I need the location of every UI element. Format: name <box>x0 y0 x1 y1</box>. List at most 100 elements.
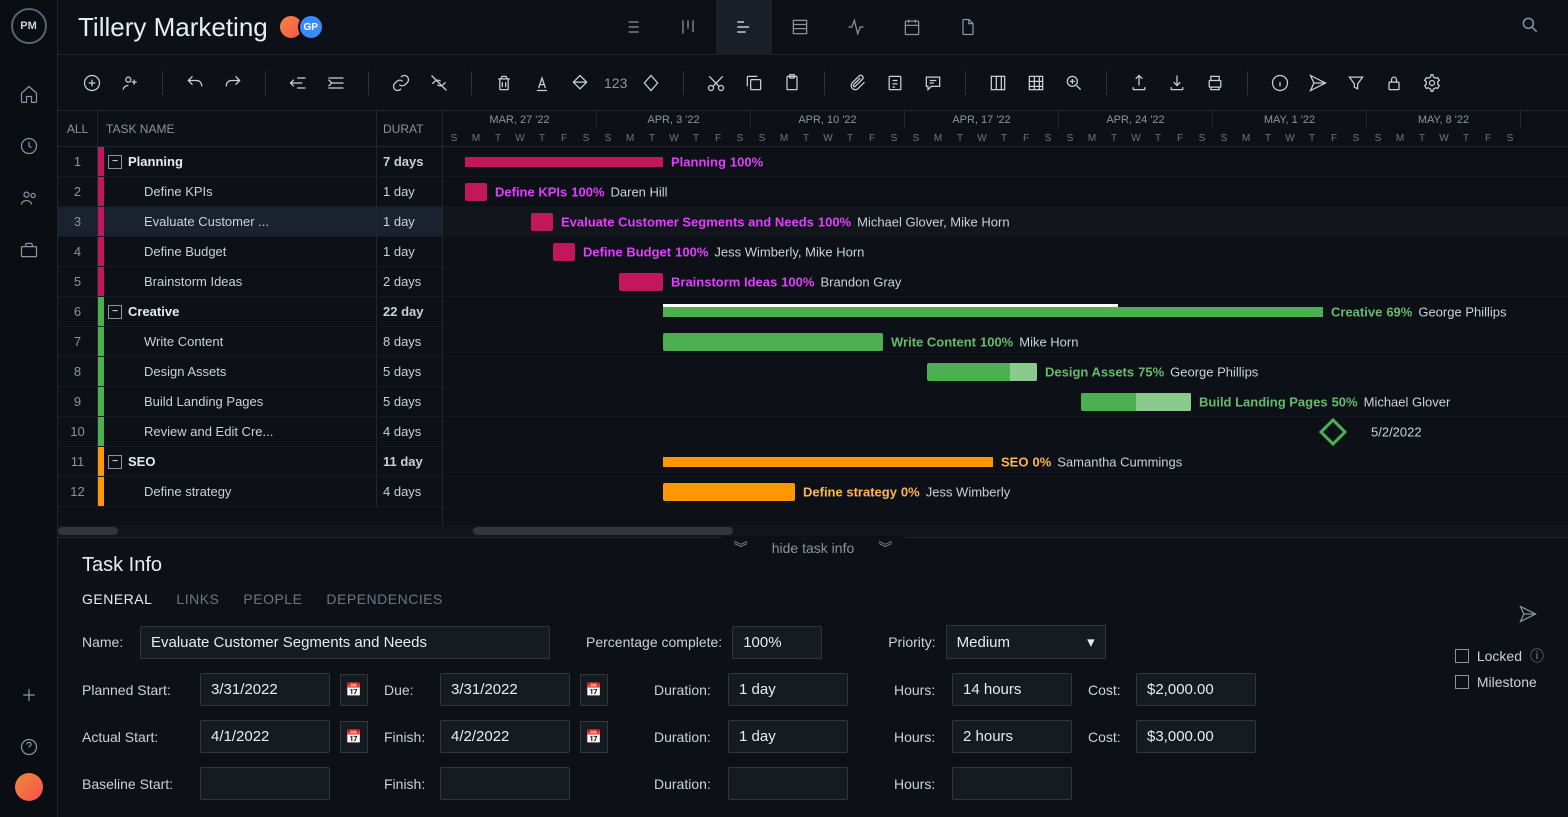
task-row[interactable]: 4Define Budget1 day <box>58 237 442 267</box>
redo-icon[interactable] <box>219 69 247 97</box>
chart-row[interactable]: 5/2/2022 <box>443 417 1568 447</box>
note-icon[interactable] <box>881 69 909 97</box>
zoom-icon[interactable] <box>1060 69 1088 97</box>
checkbox-icon[interactable] <box>1455 649 1469 663</box>
gantt-bar[interactable]: Design Assets75%George Phillips <box>927 363 1037 381</box>
task-row[interactable]: 6−Creative22 day <box>58 297 442 327</box>
text-color-icon[interactable] <box>528 69 556 97</box>
collapse-icon[interactable]: − <box>108 155 122 169</box>
tab-people[interactable]: PEOPLE <box>243 591 302 607</box>
view-tab-calendar[interactable] <box>884 0 940 55</box>
columns-icon[interactable] <box>984 69 1012 97</box>
help-icon[interactable] <box>9 727 49 767</box>
cut-icon[interactable] <box>702 69 730 97</box>
send-icon[interactable] <box>1304 69 1332 97</box>
view-tab-sheet[interactable] <box>772 0 828 55</box>
collapse-icon[interactable]: − <box>108 455 122 469</box>
chart-row[interactable]: Define KPIs100%Daren Hill <box>443 177 1568 207</box>
calendar-icon[interactable]: 📅 <box>340 721 368 753</box>
search-icon[interactable] <box>1512 7 1548 48</box>
info-icon[interactable] <box>1266 69 1294 97</box>
task-row[interactable]: 1−Planning7 days <box>58 147 442 177</box>
fill-icon[interactable] <box>566 69 594 97</box>
lock-icon[interactable] <box>1380 69 1408 97</box>
planned-hours-input[interactable] <box>952 673 1072 706</box>
actual-hours-input[interactable] <box>952 720 1072 753</box>
tab-links[interactable]: LINKS <box>176 591 219 607</box>
chart-row[interactable]: Write Content100%Mike Horn <box>443 327 1568 357</box>
info-hint-icon[interactable]: ⓘ <box>1530 646 1544 666</box>
baseline-finish-input[interactable] <box>440 767 570 800</box>
checkbox-icon[interactable] <box>1455 675 1469 689</box>
pct-complete-input[interactable] <box>732 626 822 659</box>
chart-body[interactable]: Planning100%Define KPIs100%Daren Hill Eva… <box>443 147 1568 507</box>
planned-start-input[interactable] <box>200 673 330 706</box>
home-icon[interactable] <box>9 74 49 114</box>
chart-row[interactable]: SEO0%Samantha Cummings <box>443 447 1568 477</box>
locked-checkbox[interactable]: Locked ⓘ <box>1455 646 1544 666</box>
chart-row[interactable]: Brainstorm Ideas100%Brandon Gray <box>443 267 1568 297</box>
chart-row[interactable]: Evaluate Customer Segments and Needs100%… <box>443 207 1568 237</box>
import-icon[interactable] <box>1163 69 1191 97</box>
people-icon[interactable] <box>9 178 49 218</box>
actual-duration-input[interactable] <box>728 720 848 753</box>
baseline-duration-input[interactable] <box>728 767 848 800</box>
chart-row[interactable]: Define strategy0%Jess Wimberly <box>443 477 1568 507</box>
tab-general[interactable]: GENERAL <box>82 591 152 607</box>
chart-scrollbar[interactable] <box>443 525 1568 537</box>
collapse-icon[interactable]: − <box>108 305 122 319</box>
export-icon[interactable] <box>1125 69 1153 97</box>
gantt-bar[interactable]: Define strategy0%Jess Wimberly <box>663 483 795 501</box>
unlink-icon[interactable] <box>425 69 453 97</box>
avatar-group[interactable]: GP <box>284 14 324 40</box>
view-tab-gantt[interactable] <box>716 0 772 55</box>
col-header-duration[interactable]: DURAT <box>377 111 442 146</box>
view-tab-list[interactable] <box>604 0 660 55</box>
task-row[interactable]: 5Brainstorm Ideas2 days <box>58 267 442 297</box>
gantt-bar[interactable]: Brainstorm Ideas100%Brandon Gray <box>619 273 663 291</box>
due-input[interactable] <box>440 673 570 706</box>
view-tab-file[interactable] <box>940 0 996 55</box>
view-tab-activity[interactable] <box>828 0 884 55</box>
copy-icon[interactable] <box>740 69 768 97</box>
view-tab-board[interactable] <box>660 0 716 55</box>
actual-cost-input[interactable] <box>1136 720 1256 753</box>
gantt-bar[interactable]: SEO0%Samantha Cummings <box>663 457 993 467</box>
undo-icon[interactable] <box>181 69 209 97</box>
attach-icon[interactable] <box>843 69 871 97</box>
milestone-marker[interactable] <box>1319 418 1347 446</box>
user-avatar[interactable] <box>15 773 43 801</box>
priority-select[interactable]: Medium ▾ <box>946 625 1106 659</box>
chart-row[interactable]: Planning100% <box>443 147 1568 177</box>
task-row[interactable]: 7Write Content8 days <box>58 327 442 357</box>
hide-task-info-button[interactable]: ︾ hide task info ︾ <box>722 536 905 560</box>
task-row[interactable]: 9Build Landing Pages5 days <box>58 387 442 417</box>
calendar-icon[interactable]: 📅 <box>580 674 608 706</box>
calendar-icon[interactable]: 📅 <box>580 721 608 753</box>
chart-row[interactable]: Design Assets75%George Phillips <box>443 357 1568 387</box>
col-header-name[interactable]: TASK NAME <box>98 111 377 146</box>
baseline-start-input[interactable] <box>200 767 330 800</box>
indent-icon[interactable] <box>322 69 350 97</box>
task-row[interactable]: 10Review and Edit Cre...4 days <box>58 417 442 447</box>
gantt-chart[interactable]: MAR, 27 '22APR, 3 '22APR, 10 '22APR, 17 … <box>443 111 1568 537</box>
calendar-icon[interactable]: 📅 <box>340 674 368 706</box>
task-row[interactable]: 2Define KPIs1 day <box>58 177 442 207</box>
task-row[interactable]: 12Define strategy4 days <box>58 477 442 507</box>
milestone-checkbox[interactable]: Milestone <box>1455 674 1544 690</box>
task-row[interactable]: 8Design Assets5 days <box>58 357 442 387</box>
actual-finish-input[interactable] <box>440 720 570 753</box>
grid-icon[interactable] <box>1022 69 1050 97</box>
gantt-bar[interactable]: Evaluate Customer Segments and Needs100%… <box>531 213 553 231</box>
filter-icon[interactable] <box>1342 69 1370 97</box>
tab-dependencies[interactable]: DEPENDENCIES <box>326 591 442 607</box>
paste-icon[interactable] <box>778 69 806 97</box>
gantt-bar[interactable]: Define Budget100%Jess Wimberly, Mike Hor… <box>553 243 575 261</box>
gantt-bar[interactable]: Write Content100%Mike Horn <box>663 333 883 351</box>
outdent-icon[interactable] <box>284 69 312 97</box>
briefcase-icon[interactable] <box>9 230 49 270</box>
clock-icon[interactable] <box>9 126 49 166</box>
planned-cost-input[interactable] <box>1136 673 1256 706</box>
gantt-bar[interactable]: Build Landing Pages50%Michael Glover <box>1081 393 1191 411</box>
task-name-input[interactable] <box>140 626 550 659</box>
